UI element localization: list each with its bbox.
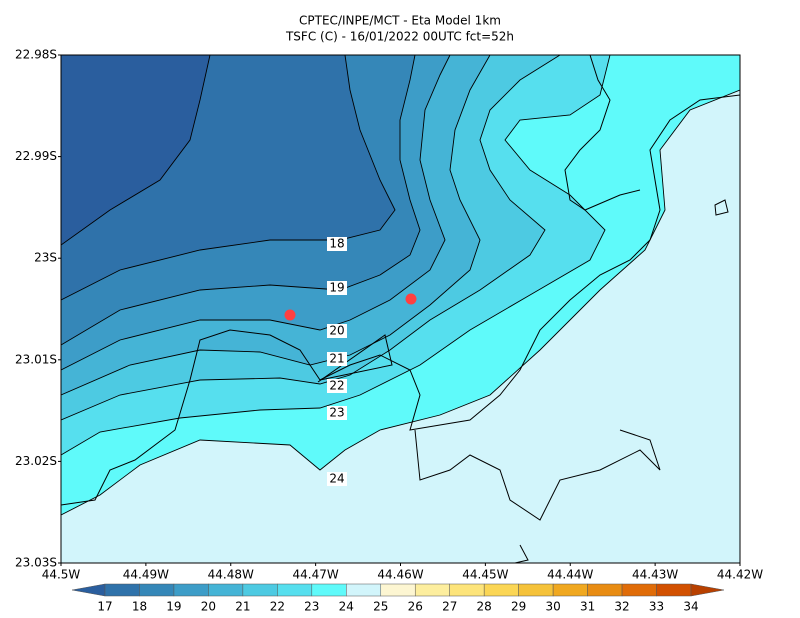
colorbar-label: 24 (339, 600, 354, 614)
x-tick-label: 44.43W (632, 568, 678, 582)
colorbar-label: 32 (614, 600, 629, 614)
y-tick-label: 22.99S (15, 149, 57, 163)
colorbar-box (621, 583, 657, 597)
colorbar-label: 33 (649, 600, 664, 614)
y-tick-label: 23.01S (15, 352, 57, 366)
colorbar-label: 21 (235, 600, 250, 614)
colorbar-label: 19 (166, 600, 181, 614)
station-marker (284, 309, 296, 321)
contour-label: 24 (329, 472, 344, 486)
contour-field (61, 55, 740, 563)
colorbar-box (173, 583, 209, 597)
contour-label: 19 (329, 281, 344, 295)
contour-label: 22 (329, 379, 344, 393)
colorbar-box (656, 583, 692, 597)
colorbar-label: 17 (97, 600, 112, 614)
contour-label: 23 (329, 406, 344, 420)
x-tick-label: 44.44W (547, 568, 593, 582)
colorbar-label: 23 (304, 600, 319, 614)
colorbar-box (518, 583, 554, 597)
y-tick-label: 23S (34, 251, 57, 265)
colorbar-label: 29 (511, 600, 526, 614)
contour-label-box (327, 406, 347, 420)
colorbar-label: 25 (373, 600, 388, 614)
colorbar-box (242, 583, 278, 597)
contour-labels: 18 19 20 21 22 23 24 (327, 237, 347, 486)
y-tick-label: 23.02S (15, 454, 57, 468)
contour-label-box (327, 472, 347, 486)
contour-label-box (327, 379, 347, 393)
y-tick-label: 23.03S (15, 556, 57, 570)
x-tick-label: 44.45W (462, 568, 508, 582)
colorbar-label: 31 (580, 600, 595, 614)
colorbar-label: 18 (132, 600, 147, 614)
colorbar-box (311, 583, 347, 597)
colorbar-box (449, 583, 485, 597)
x-tick-label: 44.42W (717, 568, 763, 582)
x-tick-label: 44.49W (123, 568, 169, 582)
x-tick-label: 44.5W (42, 568, 81, 582)
colorbar: 17 18 19 20 21 22 23 24 25 26 27 28 29 30 31 32 33 34 (71, 583, 725, 614)
title: CPTEC/INPE/MCT - Eta Model 1km (299, 14, 501, 28)
colorbar-box (380, 583, 416, 597)
contour-label-box (327, 352, 347, 366)
contour-label-box (327, 237, 347, 251)
colorbar-label: 26 (408, 600, 423, 614)
colorbar-label: 34 (683, 600, 698, 614)
colorbar-box (277, 583, 313, 597)
contour-label-box (327, 324, 347, 338)
contour-label: 20 (329, 324, 344, 338)
x-tick-label: 44.48W (208, 568, 254, 582)
station-marker (405, 293, 417, 305)
x-tick-label: 44.47W (293, 568, 339, 582)
colorbar-box (346, 583, 382, 597)
y-tick-label: 22.98S (15, 48, 57, 62)
colorbar-box (414, 583, 450, 597)
colorbar-box (552, 583, 588, 597)
colorbar-label: 22 (270, 600, 285, 614)
colorbar-label: 30 (545, 600, 560, 614)
colorbar-label: 28 (477, 600, 492, 614)
colorbar-box (208, 583, 244, 597)
colorbar-box (483, 583, 519, 597)
colorbar-label: 20 (201, 600, 216, 614)
colorbar-box (587, 583, 623, 597)
colorbar-triangle (71, 583, 106, 597)
contour-label: 21 (329, 352, 344, 366)
colorbar-box (139, 583, 175, 597)
contour-label: 18 (329, 237, 344, 251)
colorbar-label: 27 (442, 600, 457, 614)
subtitle: TSFC (C) - 16/01/2022 00UTC fct=52h (285, 30, 514, 44)
colorbar-box (104, 583, 140, 597)
contour-label-box (327, 281, 347, 295)
colorbar-triangle (690, 583, 725, 597)
x-tick-label: 44.46W (377, 568, 423, 582)
